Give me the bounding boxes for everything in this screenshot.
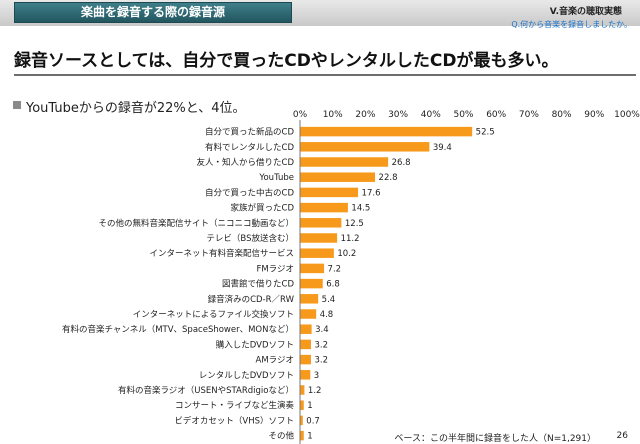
bar: [300, 309, 317, 319]
data-label: 11.2: [341, 234, 360, 244]
data-label: 5.4: [322, 295, 336, 305]
x-tick-label: 30%: [388, 110, 408, 120]
category-label: インターネットによるファイル交換ソフト: [133, 309, 294, 320]
category-label: 有料の音楽チャンネル（MTV、SpaceShower、MONなど）: [62, 324, 294, 335]
data-label: 12.5: [345, 219, 364, 229]
bar: [300, 400, 304, 410]
x-tick-label: 70%: [519, 110, 539, 120]
data-label: 3.2: [314, 356, 328, 366]
data-label: 1: [307, 432, 312, 442]
bar: [300, 339, 311, 350]
bar: [300, 430, 304, 441]
data-label: 26.8: [392, 158, 411, 168]
bar: [300, 354, 311, 365]
category-label: インターネット有料音楽配信サービス: [149, 248, 294, 259]
x-tick-label: 10%: [323, 110, 343, 120]
x-tick-label: 40%: [421, 110, 441, 120]
bar: [300, 202, 348, 213]
page-number: 26: [616, 431, 628, 441]
category-label: その他: [268, 431, 294, 442]
x-tick-label: 60%: [486, 110, 506, 120]
chart-subheading: YouTubeからの録音が22%と、4位。: [26, 101, 246, 116]
bar: [300, 385, 305, 395]
category-label: 有料でレンタルしたCD: [205, 142, 294, 153]
data-label: 17.6: [362, 188, 381, 198]
data-label: 0.7: [306, 416, 320, 426]
bar: [300, 248, 334, 258]
category-label: レンタルしたDVDソフト: [199, 371, 294, 381]
bar: [300, 218, 342, 228]
bar: [300, 187, 359, 198]
data-label: 4.8: [320, 310, 334, 320]
category-label: 有料の音楽ラジオ（USENやSTARdigioなど）: [118, 385, 294, 396]
bar: [300, 370, 311, 380]
category-label: 録音済みのCD-R／RW: [208, 294, 295, 305]
section-title: 楽曲を録音する際の録音源: [14, 2, 292, 23]
category-label: コンサート・ライブなど生演奏: [175, 400, 295, 411]
data-label: 3.4: [315, 325, 329, 335]
bar: [300, 278, 323, 289]
data-label: 10.2: [337, 249, 356, 259]
x-tick-label: 50%: [453, 110, 473, 120]
data-label: 14.5: [351, 204, 370, 214]
x-tick-label: 100%: [614, 110, 640, 120]
data-label: 3: [314, 371, 319, 381]
category-label: 自分で買った中古のCD: [205, 187, 294, 198]
section-label: V.音楽の聴取実態: [549, 7, 622, 17]
data-label: 22.8: [379, 173, 398, 183]
category-label: FMラジオ: [256, 264, 294, 274]
category-label: 購入したDVDソフト: [216, 339, 294, 350]
bar: [300, 415, 303, 426]
category-label: 自分で買った新品のCD: [205, 127, 294, 138]
category-label: その他の無料音楽配信サイト（ニコニコ動画など）: [98, 218, 294, 229]
data-label: 7.2: [328, 264, 342, 274]
square-bullet-icon: [13, 101, 21, 109]
category-label: テレビ（BS放送含む）: [206, 233, 294, 244]
category-label: 友人・知人から借りたCD: [197, 157, 295, 168]
x-tick-label: 80%: [552, 110, 572, 120]
category-label: 家族が買ったCD: [231, 203, 295, 214]
category-label: 図書館で借りたCD: [222, 279, 294, 290]
category-label: ビデオカセット（VHS）ソフト: [174, 415, 294, 426]
bar: [300, 263, 325, 274]
data-label: 3.2: [314, 340, 328, 350]
question-label: Q.何から音楽を録音しましたか。: [511, 20, 632, 29]
footnote: ベース：この半年間に録音をした人（N=1,291）: [394, 434, 596, 444]
data-label: 39.4: [433, 143, 452, 153]
data-label: 52.5: [476, 128, 495, 138]
bar: [300, 126, 473, 137]
page-headline: 録音ソースとしては、自分で買ったCDやレンタルしたCDが最も多い。: [14, 51, 559, 71]
bar: [300, 294, 319, 304]
bar: [300, 324, 312, 334]
data-label: 1.2: [308, 386, 322, 396]
bar: [300, 172, 376, 182]
category-label: YouTube: [258, 173, 294, 183]
bar: [300, 157, 389, 167]
data-label: 1: [307, 401, 312, 411]
data-label: 6.8: [326, 280, 340, 290]
bar: [300, 142, 430, 152]
headline-divider: [14, 74, 636, 76]
bar: [300, 233, 338, 243]
category-label: AMラジオ: [256, 356, 294, 366]
x-tick-label: 0%: [293, 110, 308, 120]
x-tick-label: 20%: [355, 110, 375, 120]
x-tick-label: 90%: [584, 110, 604, 120]
